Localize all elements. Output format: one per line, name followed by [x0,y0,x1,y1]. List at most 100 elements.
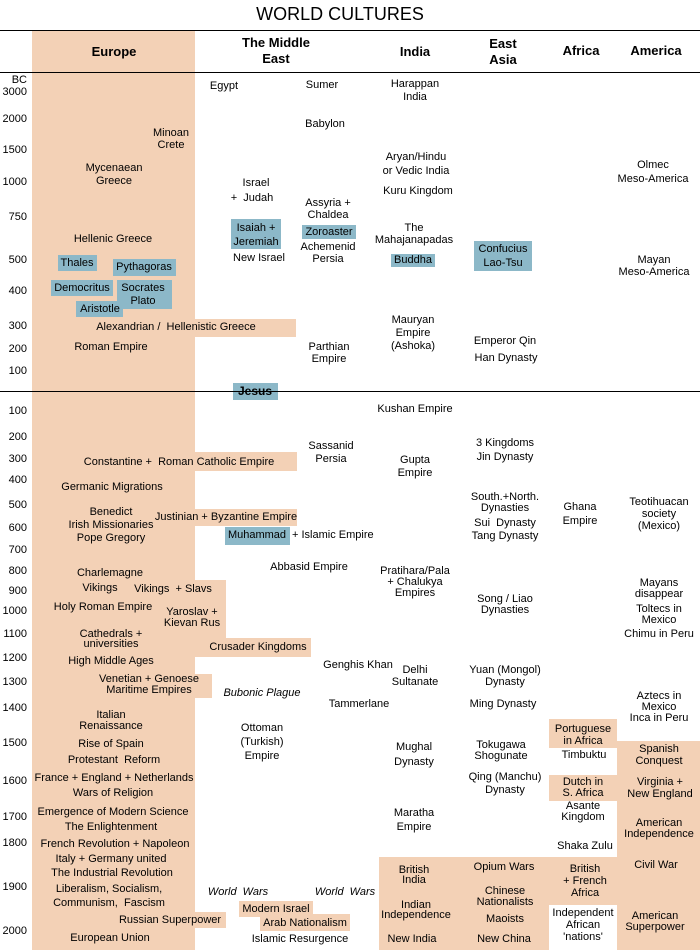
event-crusader-kingdoms: Crusader Kingdoms [209,641,307,653]
column-header-europe: Europe [91,44,137,59]
event-teotihuacan: Teotihuacan society (Mexico) [629,496,689,532]
person-jesus: Jesus [237,384,273,398]
column-header-middle-east: The Middle East [242,35,310,66]
year-ad-900: 900 [8,585,27,597]
event-protestant-reform: Protestant Reform [67,754,161,766]
event-sassanid-persia: Sassanid Persia [308,440,354,465]
person-confucius-lao-tsu: Confucius Lao-Tsu [478,243,528,269]
year-bc-1500: 1500 [2,144,27,156]
year-ad-500: 500 [8,499,27,511]
event-virginia-new-england: Virginia + New England [627,776,693,800]
event-achemenid-persia: Achemenid Persia [300,241,356,265]
person-thales: Thales [60,257,94,269]
person-democritus: Democritus [54,282,110,294]
event-france-england: France + England + Netherlands [34,772,194,784]
person-pythagoras: Pythagoras [116,261,172,273]
event-emperor-qin: Emperor Qin [473,335,537,347]
event-judah: + Judah [230,192,274,204]
box-socrates [117,280,172,309]
europe-column-band [32,30,195,950]
year-ad-1000: 1000 [2,605,27,617]
event-holy-roman-empire: Holy Roman Empire [53,601,153,613]
year-ad-700: 700 [8,544,27,556]
event-modern-science: Emergence of Modern Science [37,806,189,818]
year-bc-400: 400 [8,285,27,297]
event-tokugawa-shogunate: Tokugawa Shogunate [474,739,528,762]
event-arab-nationalism: Arab Nationalism [263,917,347,929]
event-russian-superpower: Russian Superpower [118,914,222,926]
box-zoroaster [302,225,356,239]
event-industrial-revolution: The Industrial Revolution [51,867,173,879]
event-opium-wars: Opium Wars [473,861,535,873]
event-alexandrian-greece: Alexandrian / Hellenistic Greece [96,321,256,333]
year-bc-3000: BC 3000 [2,74,27,98]
event-renaissance: Italian Renaissance [79,709,143,732]
event-kushan-empire: Kushan Empire [377,403,453,415]
year-ad-1600: 1600 [2,775,27,787]
band-dutch [549,775,617,801]
year-ad-800: 800 [8,565,27,577]
event-israel: Israel [242,177,270,189]
event-rise-of-spain: Rise of Spain [78,738,144,750]
event-harappan-india: Harappan India [390,78,440,103]
band-modern-israel [239,901,313,917]
event-assyria-chaldea: Assyria + Chaldea [305,197,351,221]
event-american-superpower: American Superpower [625,910,685,933]
person-isaiah-jeremiah: Isaiah + Jeremiah [233,222,279,248]
band-crusader [195,638,311,657]
event-tang-dynasty: Tang Dynasty [471,530,539,542]
band-portuguese [549,719,617,748]
event-tammerlane: Tammerlane [328,698,390,710]
year-bc-500: 500 [8,254,27,266]
band-justinian [195,509,297,526]
event-minoan-crete: Minoan Crete [152,127,190,151]
column-header-india: India [399,44,431,59]
year-ad-1800: 1800 [2,837,27,849]
event-ottoman-empire: Ottoman (Turkish) Empire [240,722,284,762]
event-charlemagne: Charlemagne [76,567,144,579]
event-civil-war: Civil War [634,859,678,871]
event-genghis-khan: Genghis Khan [323,659,393,671]
event-ming-dynasty: Ming Dynasty [469,698,537,710]
person-socrates-plato: Socrates Plato [121,282,165,307]
event-aryan-vedic: Aryan/Hindu or Vedic India [382,151,450,177]
person-aristotle: Aristotle [80,303,120,315]
event-abbasid-empire: Abbasid Empire [270,561,348,573]
band-russian [195,912,226,928]
event-mauryan-empire: Mauryan Empire (Ashoka) [390,314,436,352]
band-independent-africa [549,905,617,950]
event-yuan-dynasty: Yuan (Mongol) Dynasty [469,664,541,688]
event-spanish-conquest: Spanish Conquest [635,743,683,767]
year-ad-400: 400 [8,474,27,486]
box-isaiah [231,219,281,249]
event-enlightenment: The Enlightenment [64,821,158,833]
band-vikings-slavs [195,580,226,638]
event-world-wars-2: World Wars [314,886,376,898]
event-wars-of-religion: Wars of Religion [72,787,154,799]
column-header-east-asia: East Asia [489,36,517,67]
event-mayan: Mayan Meso-America [618,254,690,278]
event-toltecs: Toltecs in Mexico [636,603,682,626]
event-timbuktu: Timbuktu [561,749,607,761]
event-venetian: Venetian + Genoese Maritime Empires [99,673,199,696]
event-delhi-sultanate: Delhi Sultanate [391,664,439,688]
event-new-china: New China [477,933,531,945]
event-french-revolution: French Revolution + Napoleon [40,838,190,850]
year-bc-2000: 2000 [2,113,27,125]
event-three-kingdoms: 3 Kingdoms [475,437,535,449]
header-top-divider [0,30,700,31]
event-chimu: Chimu in Peru [624,628,694,640]
band-constantine [195,452,297,471]
event-portuguese-africa: Portuguese in Africa [554,723,612,747]
year-bc-300: 300 [8,320,27,332]
event-kuru-kingdom: Kuru Kingdom [383,185,453,197]
event-mayans-disappear: Mayans disappear [634,577,684,600]
event-modern-israel: Modern Israel [242,903,310,915]
box-buddha [391,254,435,267]
year-ad-1900: 1900 [2,881,27,893]
event-islamic-resurgence: Islamic Resurgence [251,933,349,945]
event-yaroslav: Yaroslav + Kievan Rus [163,606,221,629]
event-independent-african-nations: Independent African 'nations' [552,907,614,943]
event-gupta-empire: Gupta Empire [397,454,433,479]
event-south-north-dynasties: South.+North. Dynasties [470,491,540,514]
